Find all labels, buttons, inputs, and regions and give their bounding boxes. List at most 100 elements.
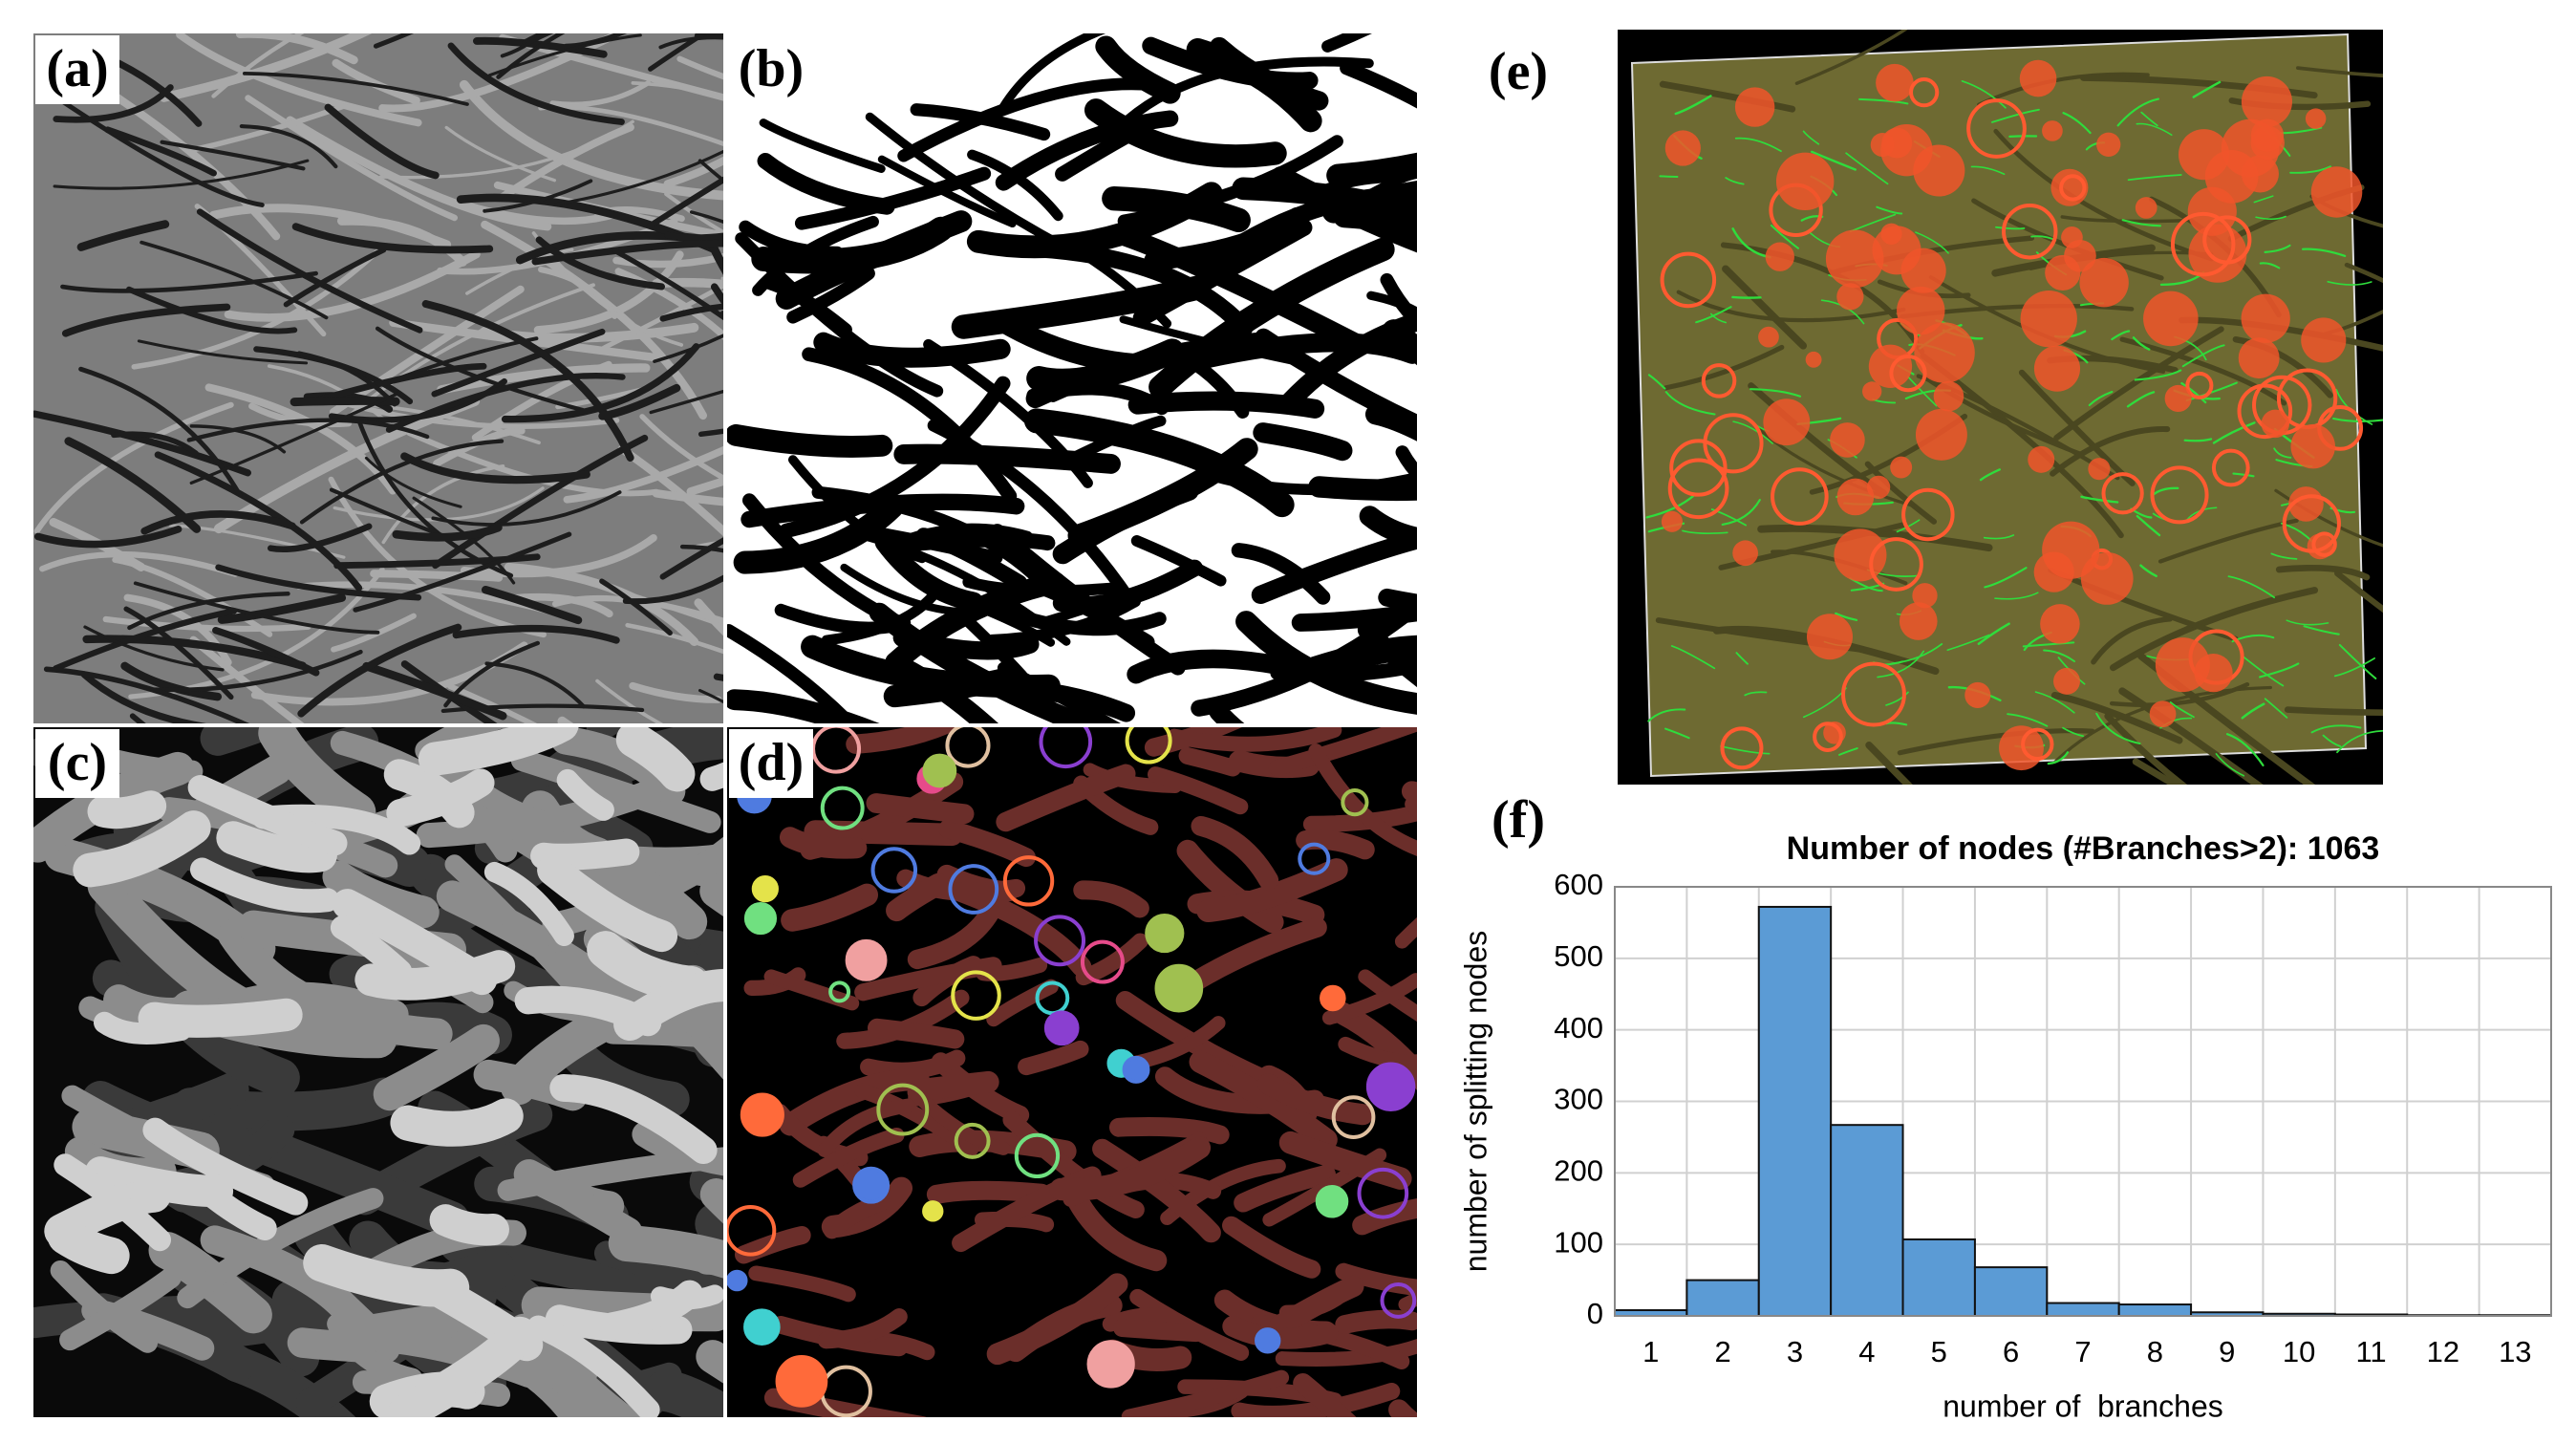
texture <box>189 635 305 723</box>
texture <box>644 1369 723 1417</box>
texture <box>54 1153 172 1252</box>
texture <box>381 463 505 545</box>
texture <box>1806 614 1854 660</box>
texture <box>689 210 723 225</box>
x-tick-label: 7 <box>2074 1335 2091 1368</box>
texture <box>2080 552 2134 605</box>
texture <box>526 1315 660 1417</box>
texture <box>283 247 387 308</box>
texture <box>1899 602 1938 640</box>
texture <box>748 1265 856 1303</box>
texture <box>1695 306 1732 324</box>
texture <box>2241 655 2285 687</box>
texture <box>2028 445 2055 473</box>
texture <box>2132 758 2181 785</box>
texture <box>1913 144 1965 197</box>
texture <box>142 1117 309 1216</box>
texture <box>1664 391 1716 416</box>
texture <box>828 980 851 1003</box>
texture <box>1035 980 1070 1016</box>
texture <box>1870 133 1895 158</box>
texture <box>556 768 614 821</box>
texture <box>1731 295 1762 299</box>
texture <box>296 351 397 407</box>
texture <box>811 485 1055 596</box>
texture <box>1280 312 1417 412</box>
texture <box>332 58 420 105</box>
texture <box>1835 612 1858 621</box>
texture <box>1660 251 1717 309</box>
texture <box>659 537 723 580</box>
texture <box>1734 87 1775 127</box>
x-axis-label: number of branches <box>1943 1389 2223 1423</box>
texture <box>1308 743 1417 856</box>
texture <box>2169 701 2195 719</box>
texture <box>2310 166 2363 218</box>
texture <box>2333 657 2376 678</box>
texture <box>948 864 999 915</box>
texture <box>78 366 243 498</box>
texture <box>42 87 265 207</box>
texture <box>962 576 1122 597</box>
texture <box>159 33 373 102</box>
panel-label: (b) <box>739 39 804 98</box>
texture <box>1970 165 2006 176</box>
texture <box>1308 476 1417 502</box>
texture <box>2002 203 2058 260</box>
texture <box>437 363 651 395</box>
texture <box>1302 804 1417 833</box>
texture <box>327 1313 423 1389</box>
texture <box>322 860 440 929</box>
texture <box>1073 880 1149 918</box>
texture <box>1836 478 1875 516</box>
texture <box>743 1308 781 1346</box>
texture <box>1257 1073 1374 1126</box>
texture <box>608 1224 723 1279</box>
texture <box>1841 661 1906 727</box>
panel-label: (f) <box>1492 790 1545 850</box>
texture <box>1359 506 1417 549</box>
texture <box>1669 439 1728 497</box>
texture <box>1086 1340 1135 1389</box>
texture <box>1995 226 2026 230</box>
texture <box>354 950 516 1001</box>
texture <box>333 486 545 522</box>
texture <box>2336 729 2383 754</box>
texture <box>865 112 1076 255</box>
texture <box>412 496 516 585</box>
texture <box>1858 97 1909 105</box>
texture <box>1849 213 1897 233</box>
texture <box>1338 1036 1417 1070</box>
texture <box>452 624 620 644</box>
texture <box>598 383 681 420</box>
texture <box>694 598 723 636</box>
texture <box>2250 118 2285 152</box>
texture <box>2264 698 2288 719</box>
texture <box>742 493 909 631</box>
texture <box>563 33 628 49</box>
texture <box>1321 181 1417 224</box>
texture <box>813 332 1011 368</box>
texture <box>1735 652 1749 665</box>
texture <box>775 210 973 310</box>
texture <box>2238 337 2280 379</box>
bar <box>2117 1303 2193 1317</box>
texture <box>1222 1216 1321 1279</box>
texture <box>1231 1382 1401 1417</box>
texture <box>1865 741 1913 785</box>
texture <box>1154 963 1204 1013</box>
texture <box>1052 559 1203 614</box>
y-tick-label: 400 <box>1554 1011 1603 1045</box>
texture <box>1176 839 1284 934</box>
texture <box>189 857 340 914</box>
texture <box>2183 438 2213 442</box>
texture <box>2215 753 2245 777</box>
texture <box>2126 391 2156 408</box>
texture <box>1048 357 1164 402</box>
texture <box>2150 465 2209 525</box>
texture <box>431 328 606 398</box>
texture <box>2204 150 2259 204</box>
texture <box>460 533 657 578</box>
texture <box>1275 1338 1417 1367</box>
